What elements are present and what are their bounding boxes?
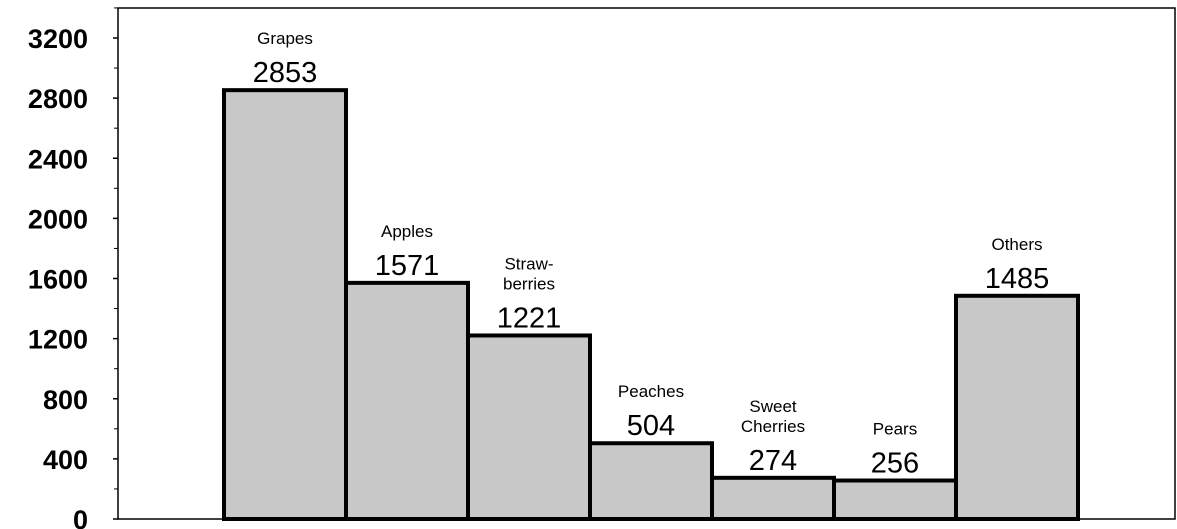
y-tick-label: 1600	[28, 265, 88, 295]
y-tick-label: 0	[73, 505, 88, 529]
bar-1	[344, 280, 470, 521]
value-label-4: 274	[749, 445, 797, 477]
y-tick-label: 2400	[28, 144, 88, 174]
bar-4	[710, 475, 836, 521]
category-label-2: berries	[503, 274, 555, 293]
category-label-3: Peaches	[618, 382, 684, 401]
y-tick-label: 2000	[28, 204, 88, 234]
value-label-5: 256	[871, 448, 919, 480]
category-label-5: Pears	[873, 420, 917, 439]
category-label-1: Apples	[381, 222, 433, 241]
y-tick-label: 3200	[28, 24, 88, 54]
value-label-3: 504	[627, 410, 675, 442]
value-label-2: 1221	[497, 302, 562, 334]
value-label-0: 2853	[253, 57, 318, 89]
y-tick-label: 2800	[28, 84, 88, 114]
bar-3	[588, 441, 714, 521]
value-label-6: 1485	[985, 263, 1050, 295]
y-tick-label: 800	[43, 385, 88, 415]
category-label-0: Grapes	[257, 29, 313, 48]
bar-5	[832, 478, 958, 521]
value-label-1: 1571	[375, 250, 440, 282]
category-label-4: Sweet	[749, 397, 797, 416]
bar-6	[954, 293, 1080, 522]
category-label-6: Others	[991, 235, 1042, 254]
y-tick-label: 400	[43, 445, 88, 475]
bar-2	[466, 333, 592, 521]
bar-0	[222, 88, 348, 521]
category-label-2: Straw-	[504, 254, 553, 273]
y-tick-label: 1200	[28, 325, 88, 355]
category-label-4: Cherries	[741, 417, 805, 436]
